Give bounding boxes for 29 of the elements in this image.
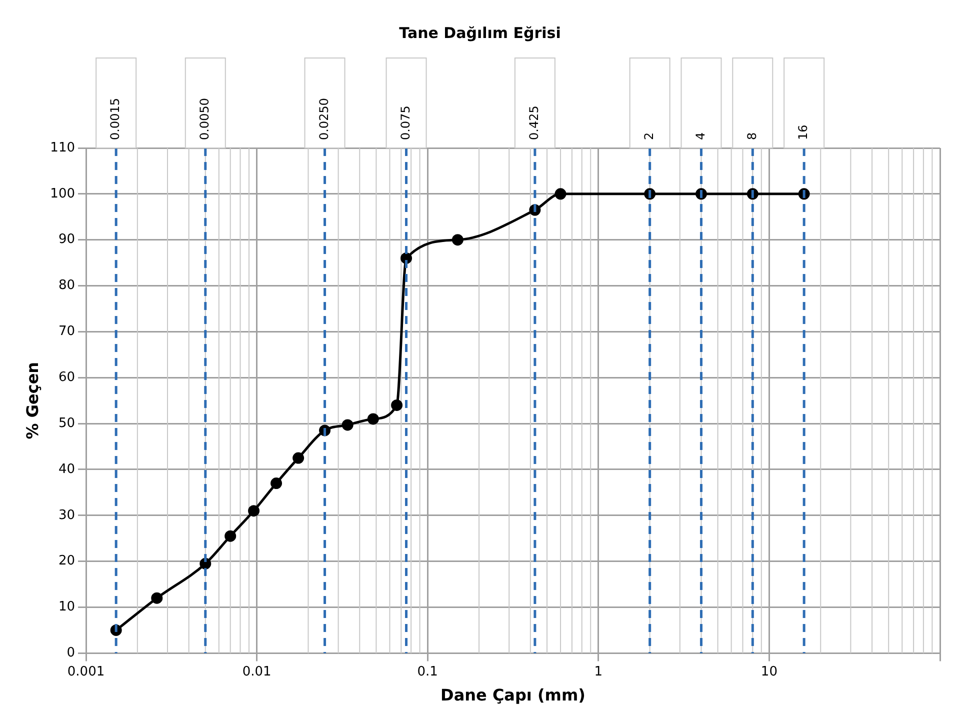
y-tick-label: 60 [58, 370, 76, 386]
y-tick-label: 50 [58, 416, 76, 431]
ref-line-label: 2 [642, 132, 656, 140]
x-axis-title: Dane Çapı (mm) [440, 686, 586, 705]
y-tick-label: 100 [50, 186, 76, 202]
ref-line-label: 0.0250 [316, 98, 331, 140]
y-tick-label: 70 [58, 324, 76, 340]
y-tick-label: 40 [58, 462, 76, 477]
ref-line-label: 8 [744, 132, 759, 140]
ref-line-label: 16 [796, 124, 810, 140]
y-tick-label: 20 [58, 554, 76, 569]
y-tick-label: 80 [58, 278, 76, 294]
x-tick-label: 0.1 [417, 664, 438, 680]
y-tick-label: 30 [58, 508, 76, 523]
y-tick-label: 90 [58, 232, 76, 248]
y-axis-title: % Geçen [22, 362, 42, 440]
x-tick-label: 0.01 [242, 664, 272, 680]
ref-line-label: 4 [693, 132, 708, 140]
y-tick-label: 10 [58, 600, 76, 615]
ref-line-label: 0.0050 [198, 98, 212, 140]
ref-line-label: 0.075 [398, 106, 412, 140]
y-tick-label: 110 [50, 140, 76, 156]
x-tick-label: 10 [760, 664, 778, 680]
x-tick-label: 0.001 [67, 664, 105, 680]
x-tick-label: 1 [594, 664, 603, 680]
chart-title: Tane Dağılım Eğrisi [399, 24, 561, 42]
ref-line-label: 0.0015 [108, 98, 122, 140]
y-tick-label: 0 [66, 646, 76, 661]
ref-line-label: 0.425 [527, 106, 542, 140]
